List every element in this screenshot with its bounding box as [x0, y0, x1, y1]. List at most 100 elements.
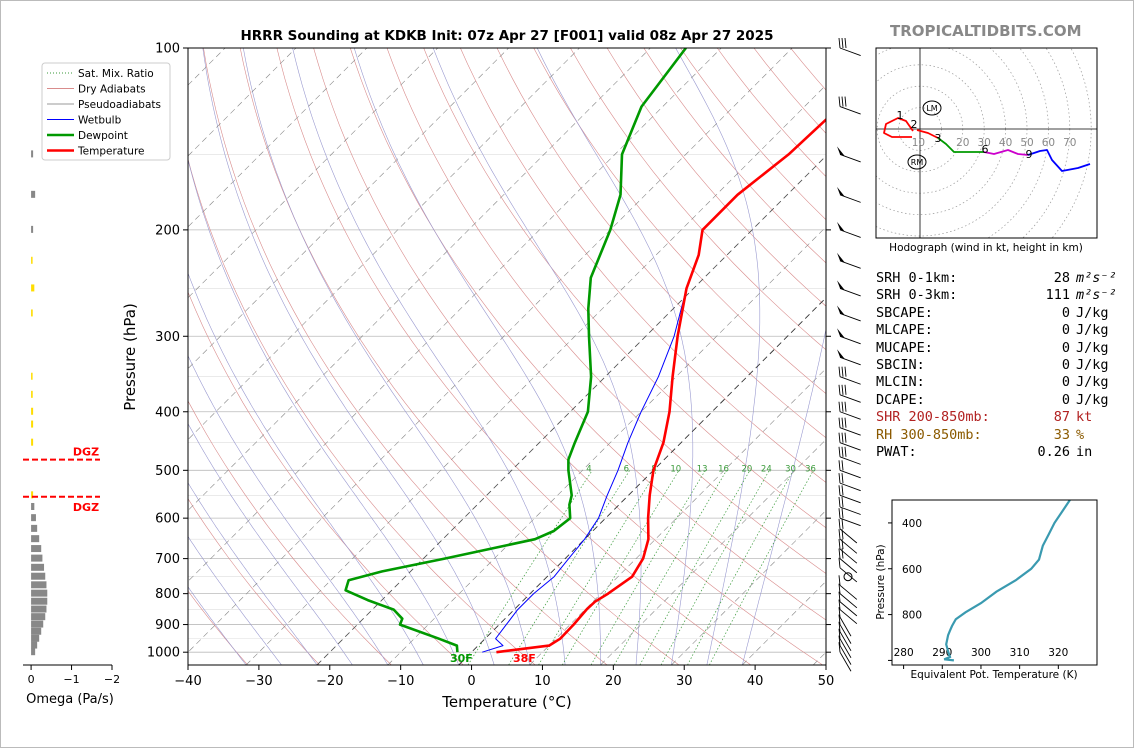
info-value: 0: [1061, 339, 1070, 356]
omega-bar: [31, 535, 40, 543]
mixing-ratio-label: 24: [761, 465, 772, 475]
hodograph-height-label: 6: [982, 143, 989, 156]
info-value: 0: [1061, 391, 1070, 408]
wind-barb: [838, 96, 861, 115]
omega-bar: [31, 225, 34, 233]
theta-e-xlabel: Equivalent Pot. Temperature (K): [910, 669, 1077, 681]
omega-bar: [31, 372, 33, 380]
hodograph-height-label: 2: [911, 118, 918, 131]
info-unit: J/kg: [1076, 304, 1109, 321]
y-tick-label: 400: [155, 405, 180, 420]
omega-bar: [31, 648, 36, 656]
info-label: SHR 200-850mb:: [876, 409, 990, 426]
omega-bar: [31, 150, 34, 158]
wind-barb: [838, 621, 852, 652]
x-tick-label: −40: [174, 674, 201, 689]
hodograph-height-label: 9: [1026, 148, 1033, 161]
chart-title: HRRR Sounding at KDKB Init: 07z Apr 27 […: [240, 28, 773, 44]
dry-adiabat: [716, 48, 826, 177]
wind-barb: [838, 557, 858, 583]
dry-adiabat: [188, 498, 320, 665]
hodograph-trace: [883, 117, 914, 138]
mixing-ratio-label: 16: [718, 465, 729, 475]
x-tick-label: 50: [818, 674, 835, 689]
info-row: SBCAPE: 0 J/kg: [876, 305, 1109, 322]
skewt-plot-area: [187, 47, 827, 666]
series-dewpoint: [344, 48, 687, 653]
wind-barb: [837, 328, 861, 345]
wind-barb: [838, 366, 861, 385]
theta-e-frame: [891, 499, 1098, 666]
info-value: 33: [1053, 426, 1070, 443]
pseudoadiabat: [742, 327, 826, 665]
pseudoadiabat: [188, 158, 460, 665]
dry-adiabat: [570, 48, 826, 351]
omega-bar: [31, 514, 36, 522]
wind-barb: [838, 614, 852, 644]
omega-bar: [31, 407, 34, 415]
wind-barb: [838, 583, 858, 609]
info-row: DCAPE: 0 J/kg: [876, 391, 1109, 409]
theta-e-x-tick-label: 310: [1010, 647, 1030, 659]
pseudoadiabat: [188, 272, 424, 665]
info-unit: %: [1076, 426, 1085, 443]
omega-bar: [31, 524, 38, 532]
mixing-ratio-line: [709, 470, 814, 665]
isotherm-line: [188, 48, 722, 582]
info-label: DCAPE:: [876, 391, 925, 408]
dry-adiabat: [533, 48, 826, 395]
mixing-ratio-line: [687, 470, 794, 665]
mixing-ratio-line: [538, 470, 658, 665]
dry-adiabat: [423, 48, 826, 529]
info-row: PWAT: 0.26 in: [876, 444, 1092, 461]
omega-bar: [31, 554, 43, 562]
theta-e-x-tick-label: 300: [971, 647, 991, 659]
dry-adiabat: [606, 48, 826, 307]
wind-barb: [837, 146, 861, 163]
dgz-label: DGZ: [73, 446, 99, 459]
hodograph-ring-label: 20: [956, 137, 969, 149]
info-row: MLCIN: 0 J/kg: [876, 374, 1109, 391]
info-unit: J/kg: [1076, 322, 1109, 339]
wind-barb: [838, 496, 861, 515]
theta-e-y-tick-label: 800: [902, 610, 922, 622]
y-tick-label: 300: [155, 330, 180, 345]
y-tick-label: 500: [155, 464, 180, 479]
omega-bar: [31, 284, 35, 292]
info-label: MUCAPE:: [876, 339, 933, 356]
isotherm-line: [529, 368, 826, 665]
hodograph-height-label: 1: [897, 109, 904, 122]
info-unit: J/kg: [1076, 356, 1109, 373]
hodograph-ring-label: 30: [978, 137, 991, 149]
theta-e-ylabel: Pressure (hPa): [875, 544, 887, 619]
omega-tick-label: 0: [28, 673, 35, 686]
hodograph-frame: [875, 47, 1098, 239]
omega-bar: [31, 502, 35, 510]
omega-bar: [31, 572, 46, 580]
hodograph-trace: [916, 129, 939, 139]
wind-barb: [838, 591, 858, 617]
mixing-ratio-line: [561, 470, 680, 665]
x-tick-label: 30: [676, 674, 693, 689]
dry-adiabat: [313, 48, 823, 665]
isotherm-line: [600, 439, 826, 665]
hodograph-trace: [1027, 149, 1091, 172]
info-label: RH 300-850mb:: [876, 426, 982, 443]
theta-e-x-tick-label: 320: [1048, 647, 1068, 659]
hodograph-caption: Hodograph (wind in kt, height in km): [889, 242, 1083, 254]
x-tick-label: −10: [387, 674, 414, 689]
isotherm-line: [671, 509, 826, 665]
hodograph-height-label: 3: [935, 132, 942, 145]
wind-barb: [837, 252, 861, 269]
wind-barb: [838, 529, 858, 554]
info-value: 28: [1053, 270, 1070, 286]
info-panel: SRH 0-1km: 28 m²s⁻² SRH 0-3km: 111 m²s⁻² SBCAP…: [876, 270, 1117, 461]
legend: Sat. Mix. Ratio Dry Adiabats Pseudoadiabat…: [41, 62, 171, 161]
omega-panel: 0 −1 −2 DGZ DGZ: [23, 150, 120, 686]
hodograph-ring-label: 40: [999, 137, 1012, 149]
wind-barb: [838, 575, 858, 600]
info-unit: m²s⁻²: [1076, 287, 1117, 304]
info-value: 0: [1061, 322, 1070, 339]
legend-label: Dry Adiabats: [78, 83, 146, 95]
